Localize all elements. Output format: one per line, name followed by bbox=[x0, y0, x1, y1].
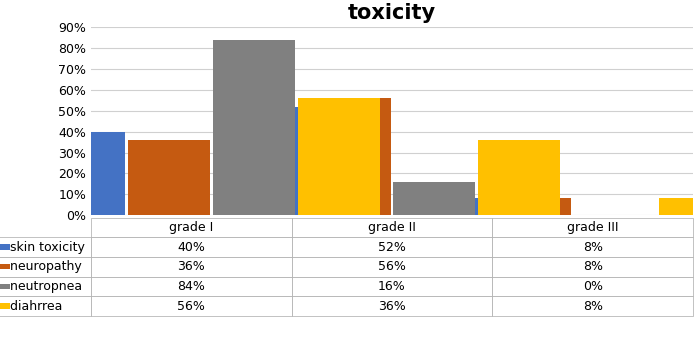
Bar bbox=[478, 140, 560, 215]
Bar bbox=[309, 98, 391, 215]
Bar bbox=[489, 198, 571, 215]
Bar bbox=[393, 182, 475, 215]
Bar bbox=[43, 132, 125, 215]
Bar bbox=[298, 98, 379, 215]
Title: toxicity: toxicity bbox=[348, 3, 436, 23]
Bar bbox=[128, 140, 210, 215]
Bar bbox=[213, 40, 295, 215]
Bar bbox=[405, 198, 486, 215]
Bar bbox=[659, 198, 700, 215]
Bar bbox=[224, 107, 306, 215]
